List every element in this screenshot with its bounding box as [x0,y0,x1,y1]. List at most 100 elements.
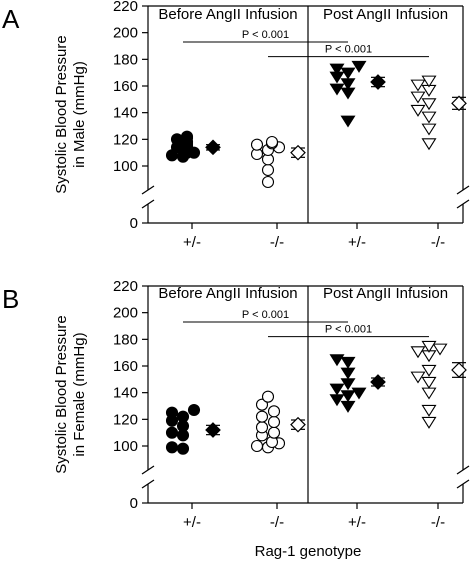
panel-letter: B [2,284,19,314]
y-tick-label: 100 [113,158,138,175]
data-point [410,104,426,117]
data-point [351,387,367,400]
data-point [421,138,437,151]
data-point [180,130,194,143]
panel-b: B Systolic Blood Pressure in Female (mmHg)… [2,278,470,531]
y-tick-label: 220 [113,0,138,15]
axis-break-mark [456,465,470,475]
data-point [329,394,345,407]
data-point [421,75,437,88]
region-label-before: Before AngII Infusion [158,285,297,302]
mean-marker [290,416,306,433]
data-point [340,67,356,80]
panel-a: A Systolic Blood Pressure in Male (mmHg) 0 1… [2,0,470,251]
x-tick-label: -/- [431,234,445,251]
mean-marker [451,95,467,112]
axis-break-mark [456,185,470,195]
data-point [329,83,345,96]
data-point [351,60,367,73]
data-point [165,441,179,454]
x-tick-label: +/- [183,234,201,251]
y-axis-label: Systolic Blood Pressure [53,35,70,193]
region-label-before: Before AngII Infusion [158,6,297,23]
data-point [165,426,179,439]
data-point [410,79,426,92]
significance-label: P < 0.001 [325,324,372,336]
data-point [410,91,426,104]
data-point [261,390,275,403]
data-point [267,415,281,429]
data-point [421,111,437,124]
data-point [267,426,281,439]
data-point [255,398,269,411]
data-point [432,343,448,356]
y-axis-label: in Male (mmHg) [71,61,88,168]
x-tick-label: -/- [431,514,445,531]
mean-marker [451,362,467,378]
y-tick-label: 200 [113,305,138,322]
data-point [176,410,190,423]
data-point [170,133,184,146]
y-tick-label: 180 [113,331,138,348]
y-axis-label: Systolic Blood Pressure [53,315,70,473]
mean-marker [370,374,386,390]
data-point [250,138,264,151]
panel-letter: A [2,4,20,34]
data-point [340,390,356,403]
significance-label: P < 0.001 [242,29,289,41]
data-point [421,416,437,429]
data-point [421,340,437,353]
data-point [261,175,275,189]
mean-marker [370,74,386,90]
x-tick-label: +/- [183,514,201,531]
y-tick-label: 140 [113,385,138,402]
y-tick-label: 180 [113,51,138,68]
data-point [265,135,279,149]
data-point [329,383,345,396]
data-point [255,421,269,434]
data-point [340,356,356,369]
data-point [165,406,179,419]
axis-break-mark [141,479,155,489]
y-axis-label: in Female (mmHg) [71,332,88,456]
data-point [255,410,269,423]
y-tick-label: 0 [130,495,138,512]
y-tick-label: 160 [113,358,138,375]
mean-marker [205,139,221,156]
significance-label: P < 0.001 [325,44,372,56]
mean-marker [205,422,221,438]
x-tick-label: -/- [270,234,284,251]
data-point [421,404,437,417]
x-tick-label: -/- [270,514,284,531]
y-tick-label: 120 [113,411,138,428]
data-point [340,400,356,413]
x-tick-label: +/- [348,234,366,251]
data-point [329,63,345,76]
x-tick-label: +/- [348,514,366,531]
y-tick-label: 220 [113,278,138,295]
y-tick-label: 200 [113,25,138,42]
data-point [421,364,437,377]
region-label-post: Post AngII Infusion [323,6,448,23]
significance-label: P < 0.001 [242,309,289,321]
axis-break-mark [141,199,155,209]
region-label-post: Post AngII Infusion [323,285,448,302]
y-tick-label: 120 [113,131,138,148]
data-point [340,115,356,128]
data-point [267,405,281,418]
data-point [410,371,426,384]
data-point [410,346,426,359]
axis-break-mark [141,185,155,195]
y-tick-label: 100 [113,438,138,455]
x-axis-label: Rag-1 genotype [255,543,362,560]
y-tick-label: 140 [113,105,138,122]
data-point [421,376,437,389]
data-point [421,387,437,400]
data-point [340,367,356,380]
axis-break-mark [456,479,470,489]
data-point [329,354,345,367]
data-point [250,439,264,453]
data-point [187,403,201,417]
axis-break-mark [141,465,155,475]
